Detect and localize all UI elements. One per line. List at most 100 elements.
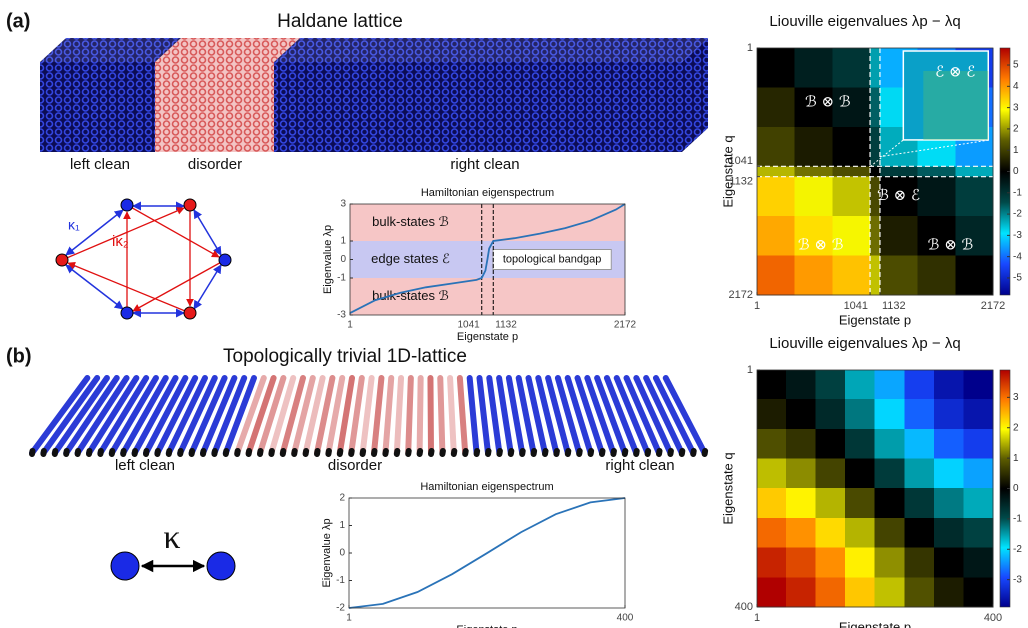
heat-cell bbox=[933, 488, 964, 519]
heat-cell bbox=[757, 577, 787, 608]
x-tick-label: 400 bbox=[617, 613, 634, 624]
rod bbox=[662, 375, 708, 456]
heat-cell bbox=[785, 488, 816, 519]
y-axis-label: Eigenstate q bbox=[720, 452, 735, 524]
colorbar-tick-label: -4 bbox=[1013, 251, 1022, 262]
rod-end bbox=[701, 448, 709, 457]
x-tick-label: 1 bbox=[754, 612, 760, 624]
rod-end bbox=[120, 448, 127, 457]
rod bbox=[584, 375, 617, 456]
rod bbox=[120, 375, 169, 456]
y-tick-label: 400 bbox=[735, 601, 753, 613]
x-tick-label: 1132 bbox=[495, 320, 517, 331]
rod bbox=[643, 375, 685, 456]
rod bbox=[234, 375, 267, 456]
heat-cell bbox=[917, 216, 956, 257]
y-axis-label: Eigenvalue λp bbox=[322, 225, 334, 294]
heat-cell bbox=[757, 428, 787, 459]
y-tick-label: 1041 bbox=[729, 155, 753, 167]
heat-cell bbox=[757, 126, 796, 167]
x-tick-label: 1041 bbox=[457, 320, 480, 331]
x-axis-label: Eigenstate p bbox=[456, 624, 517, 628]
rod bbox=[496, 375, 514, 456]
rod bbox=[535, 375, 560, 456]
heat-cell bbox=[904, 547, 935, 578]
rod bbox=[393, 375, 405, 456]
heat-cell bbox=[963, 370, 994, 400]
colorbar-tick-label: 0 bbox=[1013, 166, 1019, 177]
rod-end bbox=[656, 448, 663, 457]
rod-end bbox=[257, 448, 264, 457]
rod-end bbox=[359, 448, 367, 457]
y-tick-label: 0 bbox=[340, 254, 346, 265]
panel-label: (b) bbox=[6, 345, 32, 367]
heat-cell bbox=[785, 370, 816, 400]
rod-end bbox=[51, 448, 59, 457]
heat-cell bbox=[870, 176, 881, 217]
rod bbox=[371, 375, 385, 456]
rod bbox=[574, 375, 605, 456]
rod bbox=[416, 375, 424, 456]
rod bbox=[143, 375, 189, 456]
heat-cell bbox=[870, 255, 881, 296]
rod-end bbox=[542, 448, 549, 457]
band-label: bulk-states ℬ bbox=[372, 214, 449, 229]
rod bbox=[336, 375, 356, 456]
heat-cell bbox=[874, 428, 905, 459]
chart-title: Liouville eigenvalues λp − λq bbox=[769, 13, 960, 30]
x-tick-label: 1 bbox=[754, 300, 760, 312]
annotation: ℬ ⊗ ℬ bbox=[805, 92, 851, 110]
rod bbox=[63, 375, 120, 456]
y-tick-label: 1 bbox=[747, 364, 753, 376]
rod-end bbox=[678, 448, 686, 457]
heat-cell bbox=[917, 176, 956, 217]
heat-cell bbox=[757, 255, 796, 296]
heat-cell bbox=[955, 166, 994, 178]
rod-end bbox=[587, 448, 595, 457]
heat-cell bbox=[933, 428, 964, 459]
rod bbox=[466, 375, 480, 456]
rod-end bbox=[371, 448, 378, 457]
rod bbox=[564, 375, 594, 456]
heat-cell bbox=[832, 87, 871, 128]
annotation: ℬ ⊗ ℬ bbox=[928, 236, 974, 254]
colorbar-tick-label: 2 bbox=[1013, 124, 1019, 135]
rod-end bbox=[405, 448, 412, 457]
rod bbox=[200, 375, 238, 456]
chart-title: Liouville eigenvalues λp − λq bbox=[769, 335, 960, 352]
x-tick-label: 2172 bbox=[981, 300, 1005, 312]
heat-cell bbox=[815, 488, 846, 519]
rod bbox=[437, 375, 446, 456]
plot-frame bbox=[756, 369, 994, 608]
heat-cell bbox=[794, 166, 833, 178]
coupling-label: iκ₂ bbox=[112, 233, 129, 250]
heat-cell bbox=[794, 87, 833, 128]
heat-cell bbox=[845, 370, 876, 400]
heat-cell bbox=[794, 126, 833, 167]
y-tick-label: 0 bbox=[339, 548, 345, 559]
heat-cell bbox=[874, 370, 905, 400]
rod-end bbox=[63, 448, 70, 457]
rod-end bbox=[211, 448, 218, 457]
heat-cell bbox=[963, 577, 994, 608]
heat-cell bbox=[785, 577, 816, 608]
heat-cell bbox=[785, 517, 816, 549]
heat-cell bbox=[963, 517, 994, 549]
rod-end bbox=[40, 448, 47, 457]
heat-cell bbox=[757, 488, 787, 519]
heat-cell bbox=[815, 517, 846, 549]
rod bbox=[359, 375, 375, 456]
rod bbox=[325, 375, 346, 456]
haldane-lattice bbox=[40, 38, 708, 152]
rod bbox=[623, 375, 662, 456]
chart-title: Hamiltonian eigenspectrum bbox=[420, 481, 553, 493]
chart-title: Hamiltonian eigenspectrum bbox=[421, 187, 554, 199]
heat-cell bbox=[815, 428, 846, 459]
rod-end bbox=[416, 448, 424, 457]
rod-end bbox=[621, 448, 629, 457]
rod-end bbox=[154, 448, 161, 457]
heat-cell bbox=[757, 176, 796, 217]
band bbox=[350, 278, 625, 315]
rod bbox=[74, 375, 130, 456]
colorbar-tick-label: -5 bbox=[1013, 273, 1022, 284]
